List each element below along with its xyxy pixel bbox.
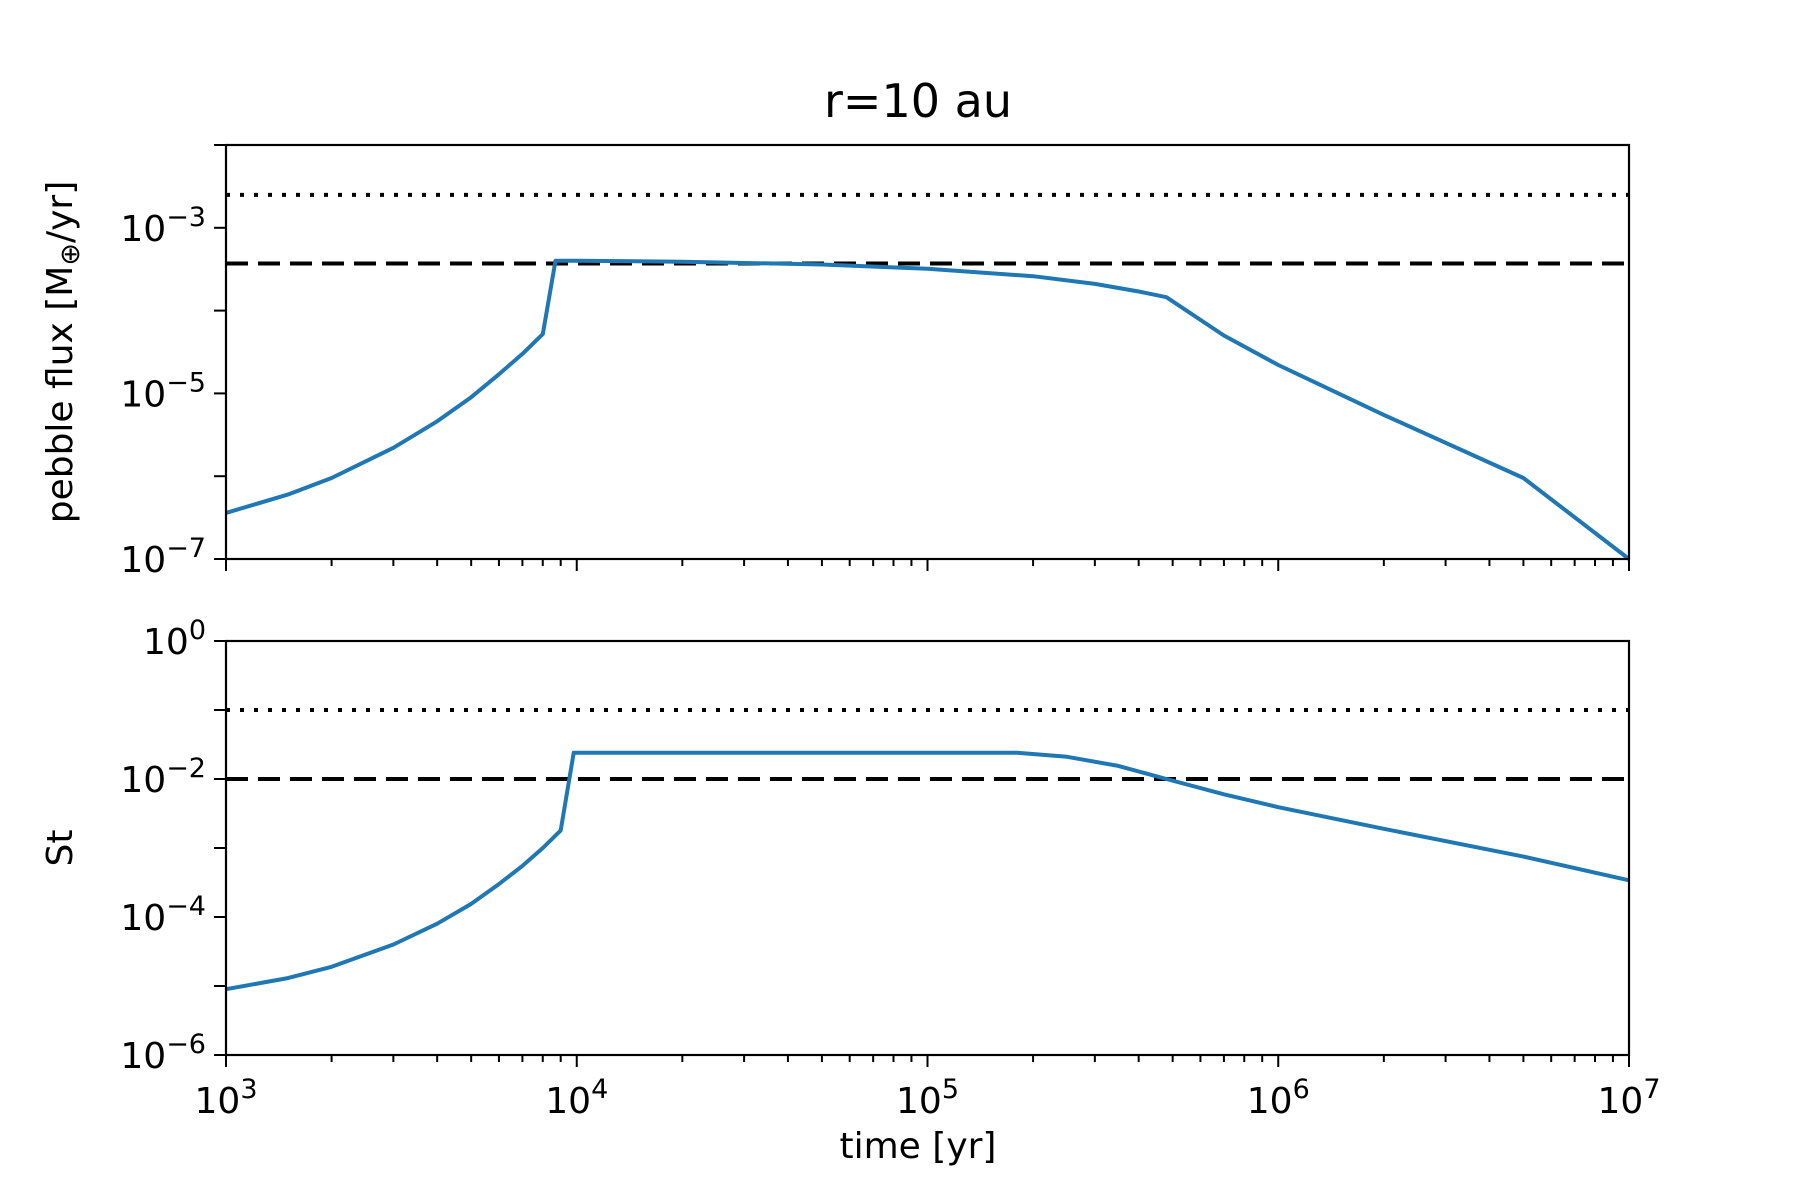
y-tick-label: 10−2 <box>120 753 206 801</box>
axes-frame <box>224 143 1631 561</box>
y-tick-label: 10−7 <box>120 533 206 581</box>
panel-1: 10−7 10−5 10−3 pebble flux [M⊕/yr] <box>40 143 1631 581</box>
y-tick-label: 10−6 <box>120 1029 206 1077</box>
x-tick-label: 103 <box>195 1074 258 1122</box>
y-tick-label: 10−5 <box>120 367 206 415</box>
x-tick-label: 106 <box>1247 1074 1310 1122</box>
data-line <box>225 750 1630 992</box>
y-axis-label: St <box>40 830 81 867</box>
y-tick-label: 100 <box>143 615 206 663</box>
y-axis-label: pebble flux [M⊕/yr] <box>40 181 86 524</box>
x-axis-label: time [yr] <box>840 1126 997 1167</box>
axes-frame <box>224 639 1631 1057</box>
x-tick-label: 107 <box>1598 1074 1661 1122</box>
data-line <box>225 258 1631 561</box>
y-tick-label: 10−4 <box>120 891 206 939</box>
y-tick-label: 10−3 <box>120 202 206 250</box>
x-tick-label: 105 <box>896 1074 959 1122</box>
x-tick-label: 104 <box>545 1074 608 1122</box>
chart-title: r=10 au <box>824 74 1012 128</box>
panel-2: 10−6 10−4 10−2 100 St <box>40 615 1631 1077</box>
